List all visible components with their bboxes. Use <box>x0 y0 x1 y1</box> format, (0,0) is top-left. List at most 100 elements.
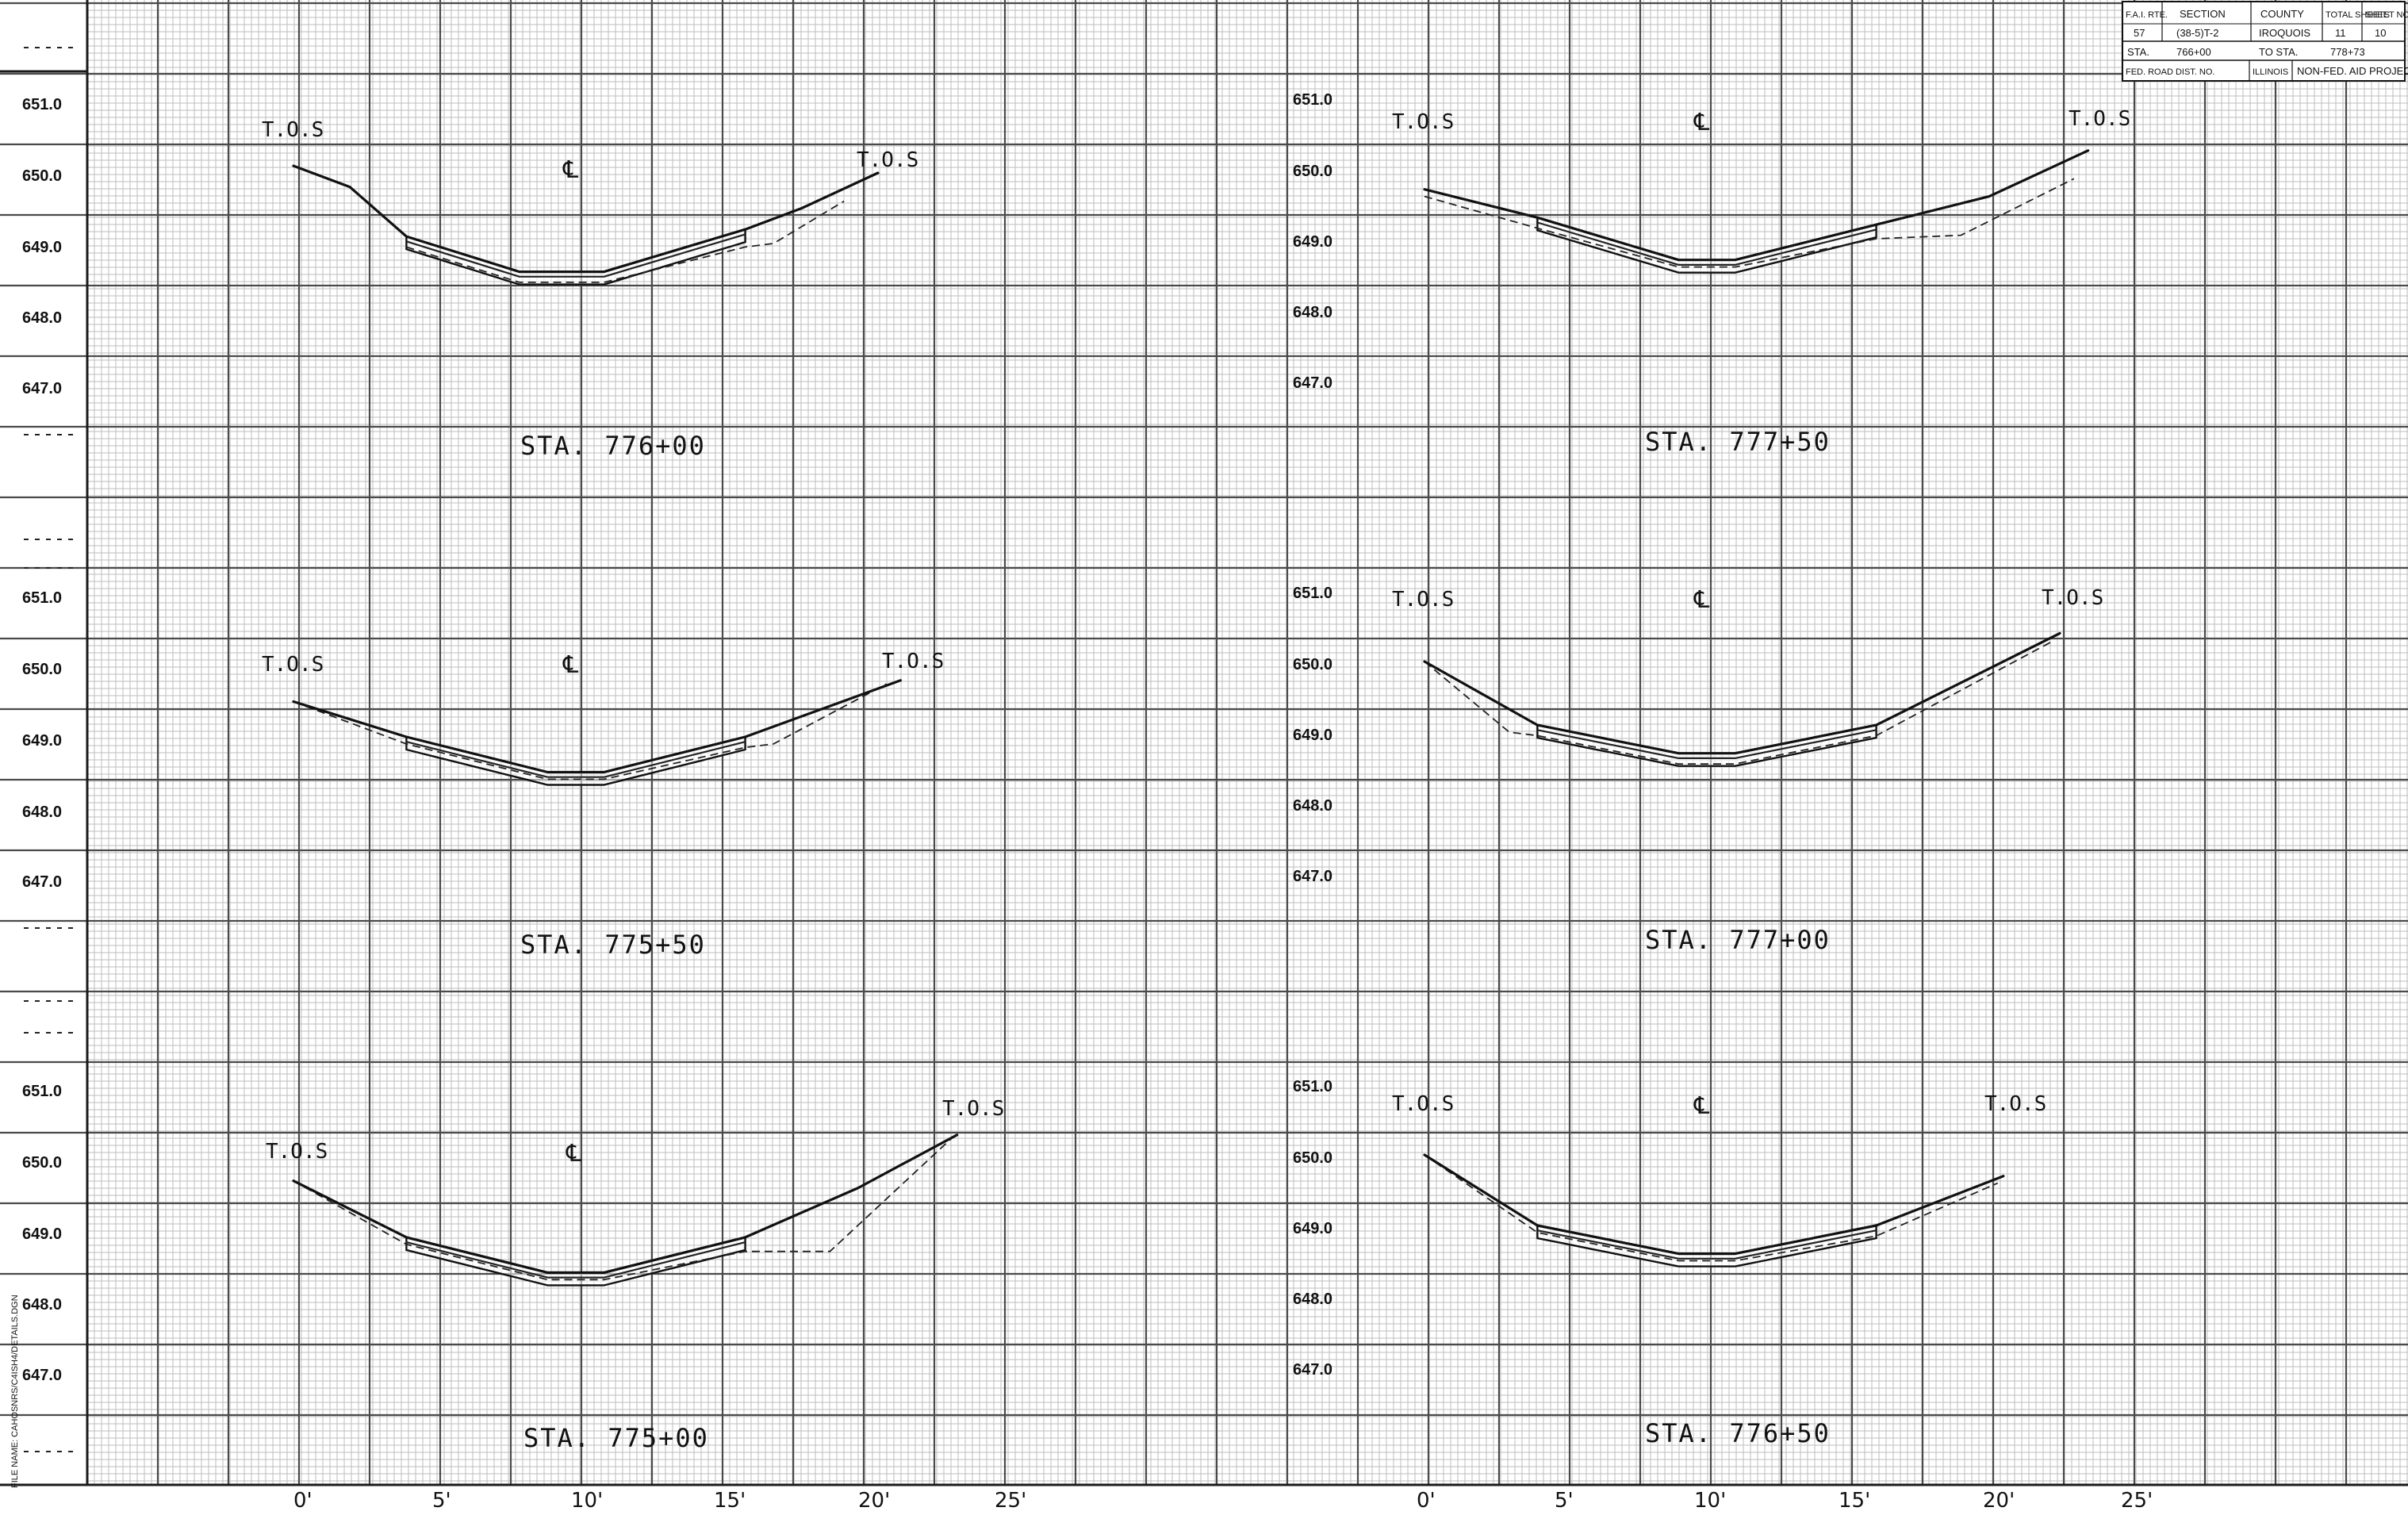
elevation-label: 651.0 <box>1293 91 1332 109</box>
offset-label: 25' <box>995 1489 1026 1513</box>
center-elevation-column: 651.0 650.0 649.0 648.0 647.0 651.0 650.… <box>1293 91 1332 1379</box>
elevation-label: 651.0 <box>22 1083 62 1100</box>
section-3-elevations: 651.0 650.0 649.0 648.0 647.0 <box>22 589 62 891</box>
elevation-label: 648.0 <box>1293 304 1332 321</box>
centerline-symbol: ℄ <box>1693 586 1710 614</box>
elevation-label: 650.0 <box>22 661 62 678</box>
offset-scale-left: 0' 5' 10' 15' 20' 25' <box>293 1489 1026 1513</box>
elevation-label: 649.0 <box>22 732 62 750</box>
county-header: COUNTY <box>2260 8 2304 20</box>
offset-label: 0' <box>1417 1489 1436 1513</box>
station-label: STA. 777+50 <box>1645 427 1831 457</box>
cross-section-sta-776-00: STA. 776+00 T.O.S T.O.S ℄ <box>262 118 918 461</box>
elevation-label: 647.0 <box>22 380 62 397</box>
fed-road-dist-label: FED. ROAD DIST. NO. <box>2126 67 2214 77</box>
sheet-no-header: SHEET NO. <box>2365 10 2408 20</box>
elevation-label: 650.0 <box>1293 1149 1332 1167</box>
sheet-no-value: 10 <box>2375 27 2386 39</box>
cross-section-sta-777-00: STA. 777+00 T.O.S T.O.S ℄ <box>1392 586 2103 955</box>
offset-label: 5' <box>1555 1489 1574 1513</box>
existing-ground-line <box>1424 178 2075 268</box>
proposed-ground-line <box>1423 631 2061 755</box>
proposed-ground-line <box>292 164 880 274</box>
cross-section-sta-776-50: STA. 776+50 T.O.S T.O.S ℄ <box>1392 1092 2046 1448</box>
left-elevation-column: 651.0 650.0 649.0 648.0 647.0 651.0 650.… <box>22 96 62 1384</box>
section-5-elevations: 651.0 650.0 649.0 648.0 647.0 <box>22 1083 62 1384</box>
elevation-label: 650.0 <box>22 167 62 185</box>
section-6-elevations: 651.0 650.0 649.0 648.0 647.0 <box>1293 1078 1332 1379</box>
elevation-label: 651.0 <box>22 589 62 607</box>
section-header: SECTION <box>2180 8 2226 20</box>
offset-label: 5' <box>432 1489 451 1513</box>
tos-label-left: T.O.S <box>1392 1092 1454 1116</box>
elevation-label: 649.0 <box>1293 233 1332 251</box>
offset-label: 25' <box>2121 1489 2153 1513</box>
offset-label: 10' <box>1694 1489 1726 1513</box>
county-value: IROQUOIS <box>2259 27 2310 39</box>
elevation-label: 649.0 <box>22 1225 62 1243</box>
tos-label-right: T.O.S <box>882 650 944 673</box>
tos-label-left: T.O.S <box>262 653 324 677</box>
title-block: F.A.I. RTE. SECTION COUNTY TOTAL SHEETS … <box>2122 1 2408 82</box>
elevation-label: 648.0 <box>22 804 62 821</box>
route-value: 57 <box>2134 27 2145 39</box>
tos-label-right: T.O.S <box>857 148 918 172</box>
elevation-label: 651.0 <box>22 96 62 113</box>
tos-label-left: T.O.S <box>1392 588 1454 612</box>
file-name-label: FILE NAME: CAHOSNRS/C4ISH4/DETAILS.DGN <box>10 1294 20 1488</box>
existing-ground-line <box>293 683 888 781</box>
sta-label: STA. <box>2127 46 2149 58</box>
cross-section-sta-775-00: STA. 775+00 T.O.S T.O.S ℄ <box>266 1097 1004 1453</box>
section-value: (38-5)T-2 <box>2176 27 2218 39</box>
elevation-label: 647.0 <box>22 1367 62 1384</box>
elevation-label: 648.0 <box>22 1296 62 1314</box>
cross-section-sta-775-50: STA. 775+50 T.O.S T.O.S ℄ <box>262 650 944 960</box>
inner-ditch-line <box>1537 1229 1877 1260</box>
offset-label: 10' <box>571 1489 603 1513</box>
state-value: ILLINOIS <box>2253 67 2288 77</box>
section-1-elevations: 651.0 650.0 649.0 648.0 647.0 <box>22 96 62 397</box>
tos-label-right: T.O.S <box>1984 1092 2046 1116</box>
inner-ditch-line <box>406 741 746 778</box>
station-label: STA. 776+00 <box>520 431 706 461</box>
elevation-label: 647.0 <box>1293 374 1332 392</box>
proposed-ground-line <box>292 679 903 774</box>
tos-label-right: T.O.S <box>2042 586 2103 610</box>
sta-from-value: 766+00 <box>2176 46 2211 58</box>
offset-label: 0' <box>293 1489 313 1513</box>
centerline-symbol: ℄ <box>562 156 579 184</box>
existing-ground-line <box>1424 1154 1999 1262</box>
inner-ditch-line <box>1537 221 1877 266</box>
elevation-label: 651.0 <box>1293 585 1332 602</box>
centerline-symbol: ℄ <box>562 651 579 679</box>
offset-label: 20' <box>1983 1489 2015 1513</box>
elevation-label: 648.0 <box>22 309 62 327</box>
section-4-elevations: 651.0 650.0 649.0 648.0 647.0 <box>1293 585 1332 885</box>
elevation-label: 651.0 <box>1293 1078 1332 1095</box>
total-sheets-value: 11 <box>2335 27 2346 39</box>
tos-label-left: T.O.S <box>266 1140 328 1164</box>
centerline-symbol: ℄ <box>566 1140 582 1168</box>
station-label: STA. 777+00 <box>1645 925 1831 955</box>
elevation-label: 650.0 <box>22 1154 62 1172</box>
station-label: STA. 775+50 <box>520 930 706 960</box>
elevation-label: 648.0 <box>1293 797 1332 815</box>
sta-to-value: 778+73 <box>2330 46 2365 58</box>
elevation-label: 647.0 <box>22 873 62 891</box>
elevation-label: 648.0 <box>1293 1291 1332 1308</box>
section-2-elevations: 651.0 650.0 649.0 648.0 647.0 <box>1293 91 1332 392</box>
offset-scale-right: 0' 5' 10' 15' 20' 25' <box>1417 1489 2153 1513</box>
station-label: STA. 775+00 <box>523 1423 709 1453</box>
proposed-ground-line <box>1423 1153 2005 1256</box>
offset-label: 15' <box>714 1489 746 1513</box>
inner-ditch-line <box>406 1241 746 1279</box>
elevation-label: 647.0 <box>1293 1361 1332 1379</box>
elevation-label: 650.0 <box>1293 163 1332 180</box>
inner-ditch-line <box>1537 729 1877 760</box>
inner-ditch-line <box>406 233 746 278</box>
elevation-label: 649.0 <box>1293 1220 1332 1237</box>
centerline-symbol: ℄ <box>1693 1092 1710 1120</box>
tos-label-right: T.O.S <box>2069 107 2130 131</box>
fai-rte-header: F.A.I. RTE. <box>2126 10 2168 20</box>
